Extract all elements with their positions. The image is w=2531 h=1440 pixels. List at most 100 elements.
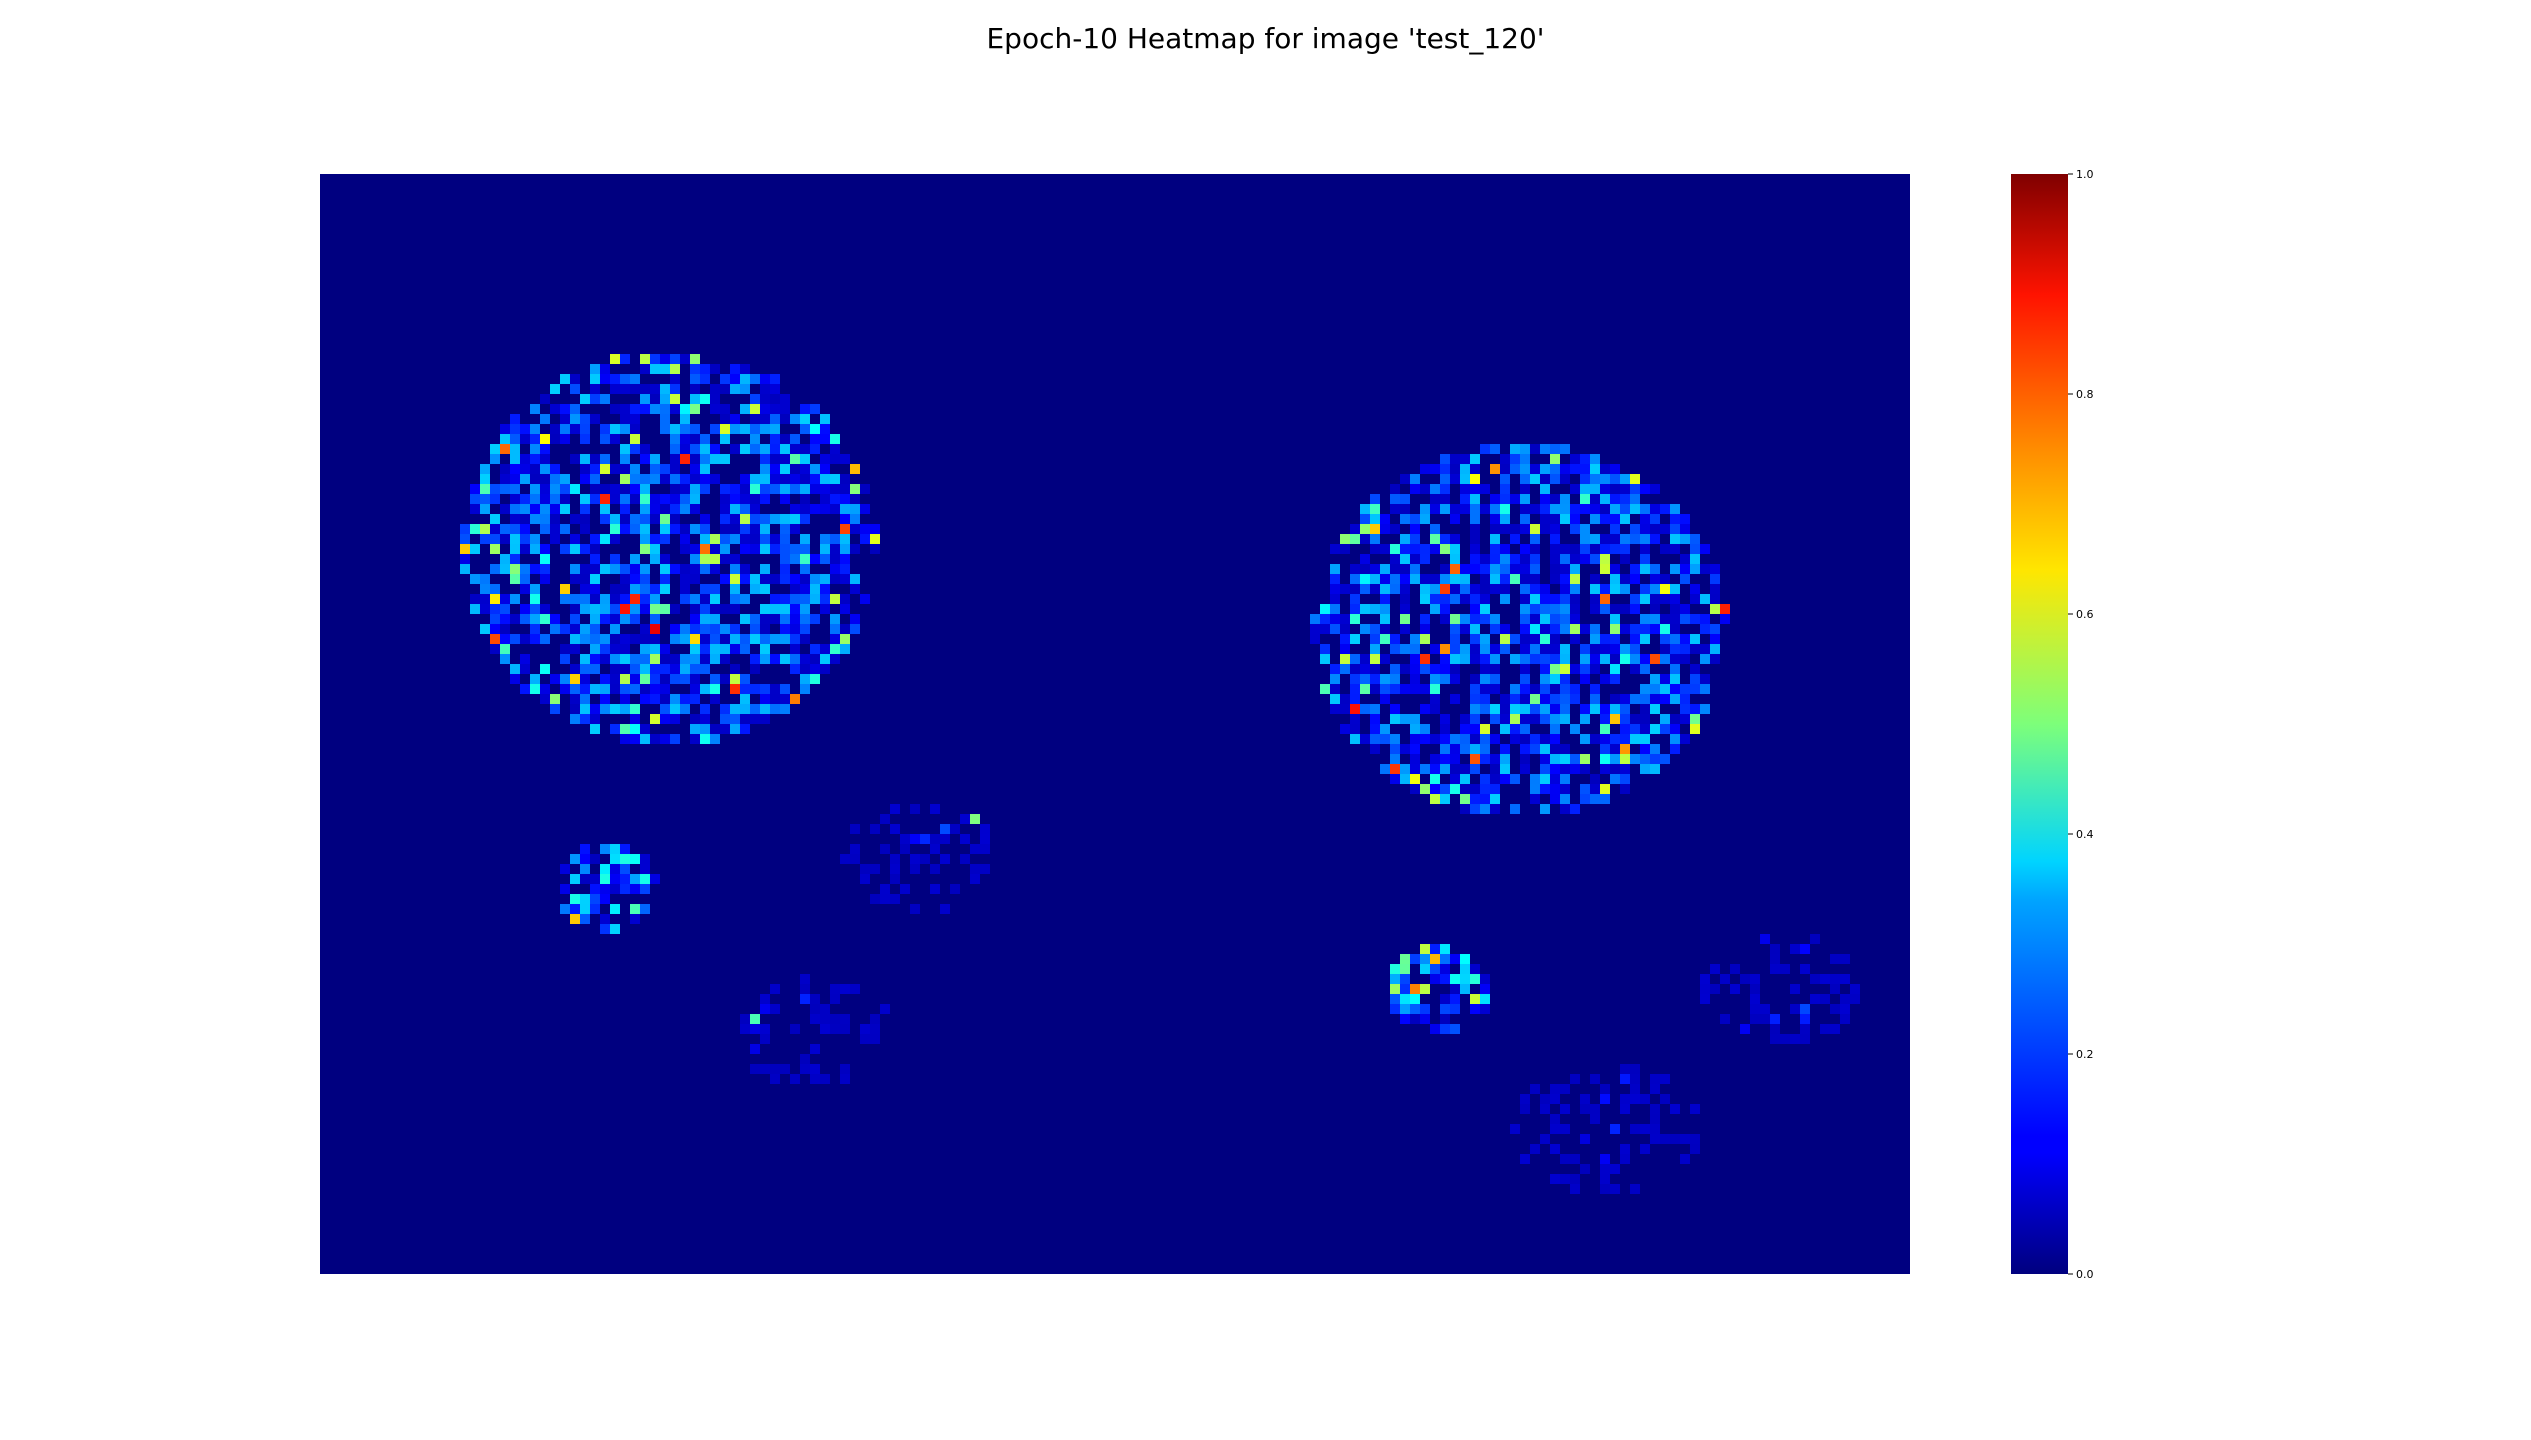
heatmap-cell bbox=[1380, 544, 1390, 554]
heatmap-cell bbox=[680, 664, 690, 674]
heatmap-cell bbox=[1510, 684, 1520, 694]
heatmap-cell bbox=[600, 694, 610, 704]
heatmap-cell bbox=[1540, 784, 1550, 794]
heatmap-cell bbox=[1420, 964, 1430, 974]
heatmap-cell bbox=[1400, 624, 1410, 634]
heatmap-cell bbox=[1430, 754, 1440, 764]
heatmap-cell bbox=[1620, 504, 1630, 514]
heatmap-cell bbox=[590, 574, 600, 584]
heatmap-cell bbox=[590, 654, 600, 664]
heatmap-cell bbox=[500, 534, 510, 544]
heatmap-cell bbox=[650, 624, 660, 634]
heatmap-cell bbox=[640, 364, 650, 374]
heatmap-cell bbox=[490, 604, 500, 614]
heatmap-cell bbox=[760, 634, 770, 644]
heatmap-cell bbox=[1480, 594, 1490, 604]
heatmap-cell bbox=[670, 694, 680, 704]
heatmap-cell bbox=[1640, 524, 1650, 534]
heatmap-cell bbox=[490, 514, 500, 524]
heatmap-cell bbox=[1330, 674, 1340, 684]
heatmap-cell bbox=[1500, 714, 1510, 724]
heatmap-cell bbox=[1390, 964, 1400, 974]
heatmap-cell bbox=[1670, 734, 1680, 744]
heatmap-cell bbox=[600, 514, 610, 524]
heatmap-cell bbox=[770, 514, 780, 524]
heatmap-cell bbox=[580, 874, 590, 884]
heatmap-cell bbox=[1650, 684, 1660, 694]
heatmap-cell bbox=[1710, 654, 1720, 664]
heatmap-cell bbox=[780, 534, 790, 544]
heatmap-cell bbox=[600, 434, 610, 444]
heatmap-cell bbox=[1800, 1004, 1810, 1014]
heatmap-cell bbox=[1390, 764, 1400, 774]
heatmap-cell bbox=[630, 604, 640, 614]
heatmap-cell bbox=[1820, 974, 1830, 984]
heatmap-cell bbox=[1520, 724, 1530, 734]
heatmap-cell bbox=[1630, 524, 1640, 534]
heatmap-cell bbox=[1640, 584, 1650, 594]
heatmap-cell bbox=[1450, 504, 1460, 514]
heatmap-cell bbox=[630, 634, 640, 644]
heatmap-cell bbox=[1600, 594, 1610, 604]
heatmap-cell bbox=[570, 664, 580, 674]
heatmap-cell bbox=[740, 484, 750, 494]
heatmap-cell bbox=[1420, 574, 1430, 584]
heatmap-cell bbox=[1430, 974, 1440, 984]
heatmap-cell bbox=[1590, 554, 1600, 564]
heatmap-cell bbox=[940, 854, 950, 864]
heatmap-cell bbox=[480, 534, 490, 544]
heatmap-cell bbox=[820, 1014, 830, 1024]
heatmap-cell bbox=[1530, 574, 1540, 584]
heatmap-cell bbox=[1650, 1114, 1660, 1124]
heatmap-cell bbox=[880, 1004, 890, 1014]
heatmap-cell bbox=[1510, 554, 1520, 564]
heatmap-cell bbox=[1490, 704, 1500, 714]
heatmap-cell bbox=[760, 494, 770, 504]
heatmap-cell bbox=[860, 484, 870, 494]
heatmap-cells bbox=[320, 174, 1910, 1274]
heatmap-cell bbox=[830, 534, 840, 544]
heatmap-cell bbox=[740, 574, 750, 584]
heatmap-cell bbox=[490, 564, 500, 574]
heatmap-cell bbox=[1410, 484, 1420, 494]
colorbar-tick-label: 0.8 bbox=[2076, 388, 2094, 401]
heatmap-cell bbox=[710, 404, 720, 414]
heatmap-cell bbox=[1700, 994, 1710, 1004]
heatmap-cell bbox=[620, 464, 630, 474]
heatmap-cell bbox=[1760, 1014, 1770, 1024]
heatmap-cell bbox=[1640, 514, 1650, 524]
heatmap-cell bbox=[1450, 574, 1460, 584]
heatmap-cell bbox=[570, 384, 580, 394]
heatmap-cell bbox=[810, 464, 820, 474]
heatmap-cell bbox=[1590, 504, 1600, 514]
heatmap-cell bbox=[1480, 984, 1490, 994]
heatmap-cell bbox=[1690, 684, 1700, 694]
heatmap-cell bbox=[680, 404, 690, 414]
heatmap-cell bbox=[520, 604, 530, 614]
heatmap-cell bbox=[1600, 514, 1610, 524]
heatmap-cell bbox=[1580, 624, 1590, 634]
heatmap-cell bbox=[1500, 484, 1510, 494]
heatmap-cell bbox=[790, 1024, 800, 1034]
heatmap-cell bbox=[1320, 644, 1330, 654]
heatmap-cell bbox=[1430, 594, 1440, 604]
heatmap-cell bbox=[1600, 584, 1610, 594]
heatmap-cell bbox=[1680, 1154, 1690, 1164]
heatmap-cell bbox=[1480, 644, 1490, 654]
heatmap-cell bbox=[1470, 594, 1480, 604]
heatmap-cell bbox=[1620, 1104, 1630, 1114]
heatmap-cell bbox=[1610, 574, 1620, 584]
heatmap-cell bbox=[820, 534, 830, 544]
heatmap-cell bbox=[1430, 694, 1440, 704]
heatmap-cell bbox=[1580, 644, 1590, 654]
heatmap-cell bbox=[1600, 744, 1610, 754]
heatmap-cell bbox=[1450, 784, 1460, 794]
heatmap-cell bbox=[630, 724, 640, 734]
heatmap-cell bbox=[1610, 504, 1620, 514]
heatmap-cell bbox=[1550, 744, 1560, 754]
heatmap-cell bbox=[650, 454, 660, 464]
heatmap-cell bbox=[1580, 654, 1590, 664]
heatmap-cell bbox=[1400, 564, 1410, 574]
heatmap-cell bbox=[1490, 794, 1500, 804]
